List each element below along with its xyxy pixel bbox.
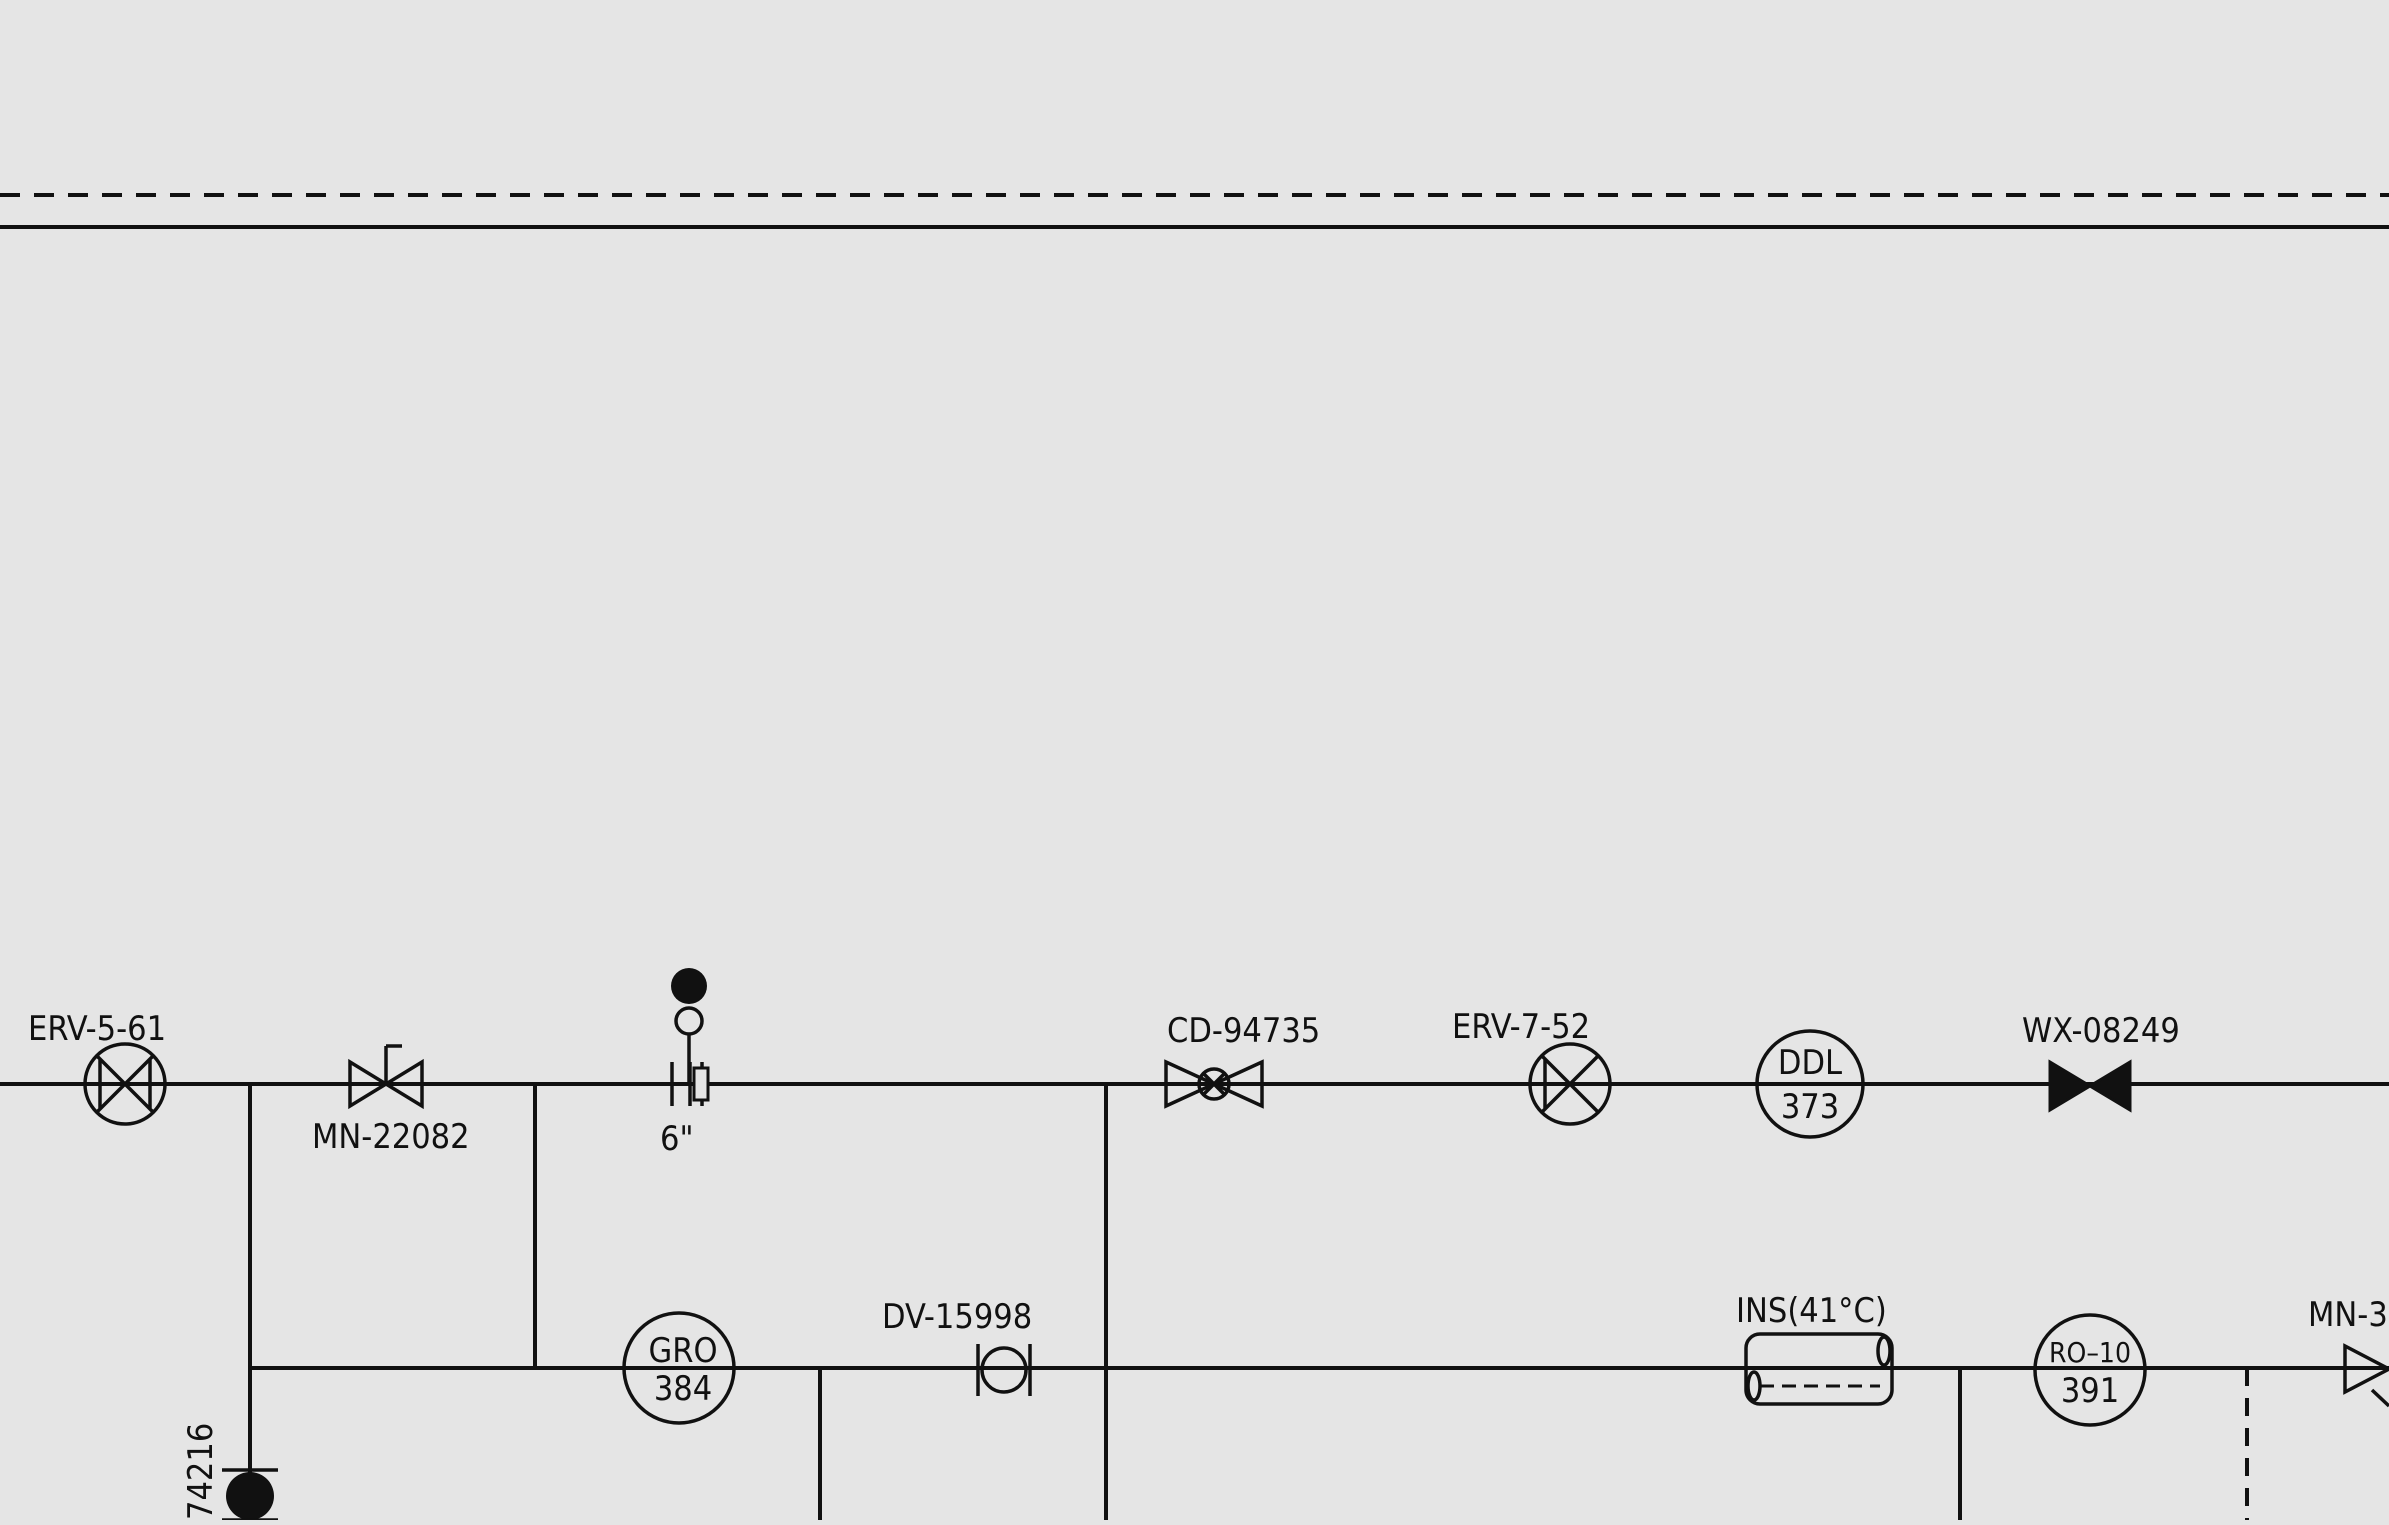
ddl-number: 373: [1781, 1087, 1839, 1127]
gate-valve-mn-22082[interactable]: [348, 1044, 424, 1110]
instrument-gro-384[interactable]: GRO 384: [622, 1311, 736, 1425]
ro-number: 391: [2061, 1371, 2119, 1411]
closed-valve-wx-08249[interactable]: [2048, 1059, 2132, 1113]
ro-tag: RO–10: [2049, 1336, 2131, 1369]
label-mn-partial: MN-3: [2308, 1295, 2388, 1335]
label-cd-94735: CD-94735: [1167, 1011, 1320, 1051]
label-wx-08249: WX-08249: [2022, 1011, 2180, 1051]
label-vertical-partial: 74216: [181, 1423, 221, 1520]
label-dv-15998: DV-15998: [882, 1297, 1032, 1337]
ddl-tag: DDL: [1778, 1043, 1842, 1083]
relief-valve-erv-5-61[interactable]: [83, 1042, 167, 1126]
label-mn-22082: MN-22082: [312, 1117, 470, 1157]
label-erv-5-61: ERV-5-61: [28, 1009, 166, 1049]
partial-valve-mn-3[interactable]: [2343, 1343, 2389, 1408]
partial-instrument-bottom-left[interactable]: [222, 1468, 278, 1522]
insulation-section[interactable]: [1744, 1332, 1894, 1406]
label-erv-7-52: ERV-7-52: [1452, 1007, 1590, 1047]
ball-valve-cd-94735[interactable]: [1164, 1059, 1264, 1109]
gro-tag: GRO: [648, 1331, 717, 1371]
instrument-ddl-373[interactable]: DDL 373: [1755, 1029, 1865, 1139]
process-lines: [0, 1082, 2389, 1520]
label-pipe-size: 6": [660, 1119, 694, 1159]
relief-valve-erv-7-52[interactable]: [1528, 1042, 1612, 1126]
gro-number: 384: [654, 1369, 712, 1409]
instrument-ro-10-391[interactable]: RO–10 391: [2033, 1313, 2147, 1427]
diaphragm-valve-dv-15998[interactable]: [976, 1344, 1032, 1396]
label-insulation: INS(41°C): [1736, 1291, 1887, 1331]
orifice-flange-6in[interactable]: [670, 968, 710, 1106]
